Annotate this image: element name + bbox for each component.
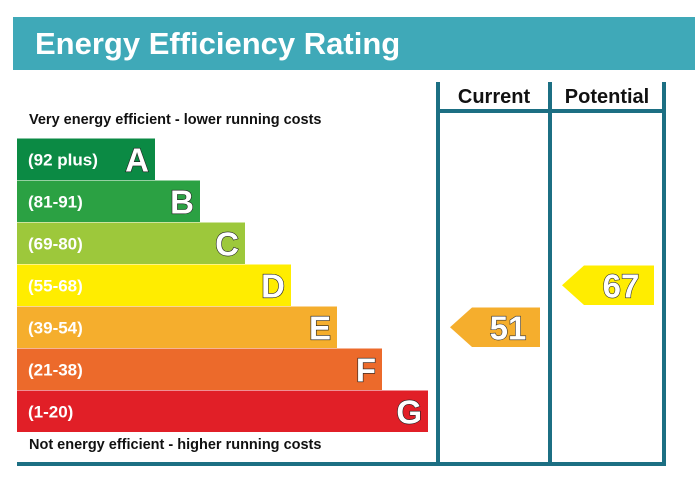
band-bar-e: [17, 306, 337, 348]
rating-value-potential: 67: [603, 267, 640, 304]
band-letter-e: E: [309, 309, 331, 346]
rating-arrow-potential: [562, 265, 654, 305]
scale-bottom-text: Not energy efficient - higher running co…: [29, 437, 322, 453]
column-header-potential: Potential: [565, 86, 649, 108]
band-letter-b: B: [170, 183, 194, 220]
band-letter-d: D: [261, 267, 285, 304]
band-bar-b: [17, 180, 200, 222]
band-bar-a: [17, 138, 155, 180]
band-range-a: (92 plus): [28, 150, 98, 169]
band-letter-g: G: [396, 393, 422, 430]
column-header-current: Current: [458, 86, 531, 108]
band-range-d: (55-68): [28, 276, 83, 295]
band-bar-g: [17, 390, 428, 432]
band-bar-d: [17, 264, 291, 306]
band-letter-f: F: [356, 351, 376, 388]
band-range-f: (21-38): [28, 360, 83, 379]
band-letter-a: A: [125, 141, 149, 178]
band-bar-f: [17, 348, 382, 390]
band-bar-c: [17, 222, 245, 264]
rating-arrow-current: [450, 307, 540, 347]
page-title: Energy Efficiency Rating: [13, 17, 695, 70]
band-range-c: (69-80): [28, 234, 83, 253]
band-letter-c: C: [215, 225, 239, 262]
band-range-b: (81-91): [28, 192, 83, 211]
scale-top-text: Very energy efficient - lower running co…: [29, 112, 322, 128]
band-range-g: (1-20): [28, 402, 73, 421]
rating-value-current: 51: [490, 309, 527, 346]
band-range-e: (39-54): [28, 318, 83, 337]
